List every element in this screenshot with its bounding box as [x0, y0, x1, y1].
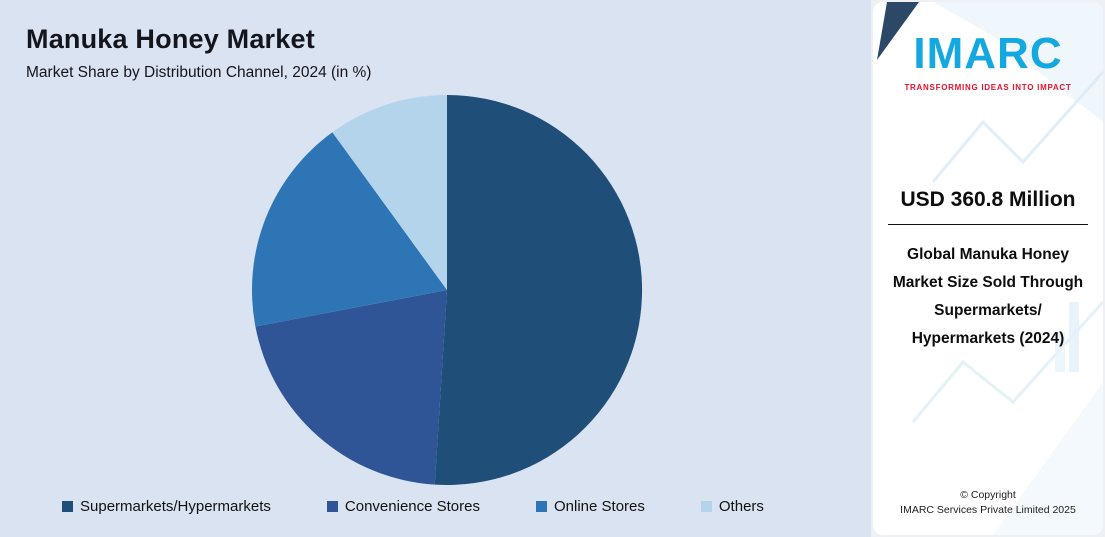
copyright-notice: © Copyright IMARC Services Private Limit…	[900, 488, 1076, 520]
chart-legend: Supermarkets/Hypermarkets Convenience Sto…	[0, 498, 871, 525]
stat-block: USD 360.8 Million Global Manuka Honey Ma…	[888, 188, 1088, 353]
pie-slice-1	[254, 290, 447, 485]
copyright-line2: IMARC Services Private Limited 2025	[900, 504, 1076, 517]
legend-swatch	[700, 501, 712, 512]
chart-area: Manuka Honey Market Market Share by Dist…	[0, 0, 871, 537]
pie-slice-2	[251, 132, 447, 327]
side-panel: IMARC TRANSFORMING IDEAS INTO IMPACT USD…	[873, 2, 1103, 535]
pie-chart-container	[0, 82, 871, 498]
chart-title: Manuka Honey Market	[26, 24, 315, 54]
legend-item: Supermarkets/Hypermarkets	[62, 498, 271, 515]
copyright-line1: © Copyright	[960, 488, 1016, 501]
legend-label: Supermarkets/Hypermarkets	[80, 498, 271, 515]
imarc-logo-text: IMARC	[913, 29, 1063, 78]
stat-description: Global Manuka Honey Market Size Sold Thr…	[892, 246, 1084, 347]
pie-slice-0	[434, 94, 642, 486]
chart-header: Manuka Honey Market Market Share by Dist…	[0, 16, 871, 82]
legend-label: Others	[718, 498, 764, 515]
chart-subtitle: Market Share by Distribution Channel, 20…	[26, 64, 372, 81]
legend-label: Online Stores	[554, 498, 645, 515]
legend-swatch	[536, 501, 547, 512]
legend-item: Convenience Stores	[326, 498, 480, 515]
legend-item: Online Stores	[536, 498, 645, 515]
panel-content: IMARC TRANSFORMING IDEAS INTO IMPACT USD…	[888, 24, 1088, 519]
legend-swatch	[62, 501, 73, 512]
pie-chart	[251, 94, 642, 486]
imarc-logo: IMARC TRANSFORMING IDEAS INTO IMPACT	[904, 29, 1072, 93]
pie-slice-3	[331, 94, 447, 290]
legend-swatch	[326, 501, 338, 512]
legend-label: Convenience Stores	[344, 498, 480, 515]
imarc-logo-tagline: TRANSFORMING IDEAS INTO IMPACT	[904, 83, 1072, 92]
stat-value: USD 360.8 Million	[888, 188, 1088, 225]
legend-item: Others	[700, 498, 764, 515]
